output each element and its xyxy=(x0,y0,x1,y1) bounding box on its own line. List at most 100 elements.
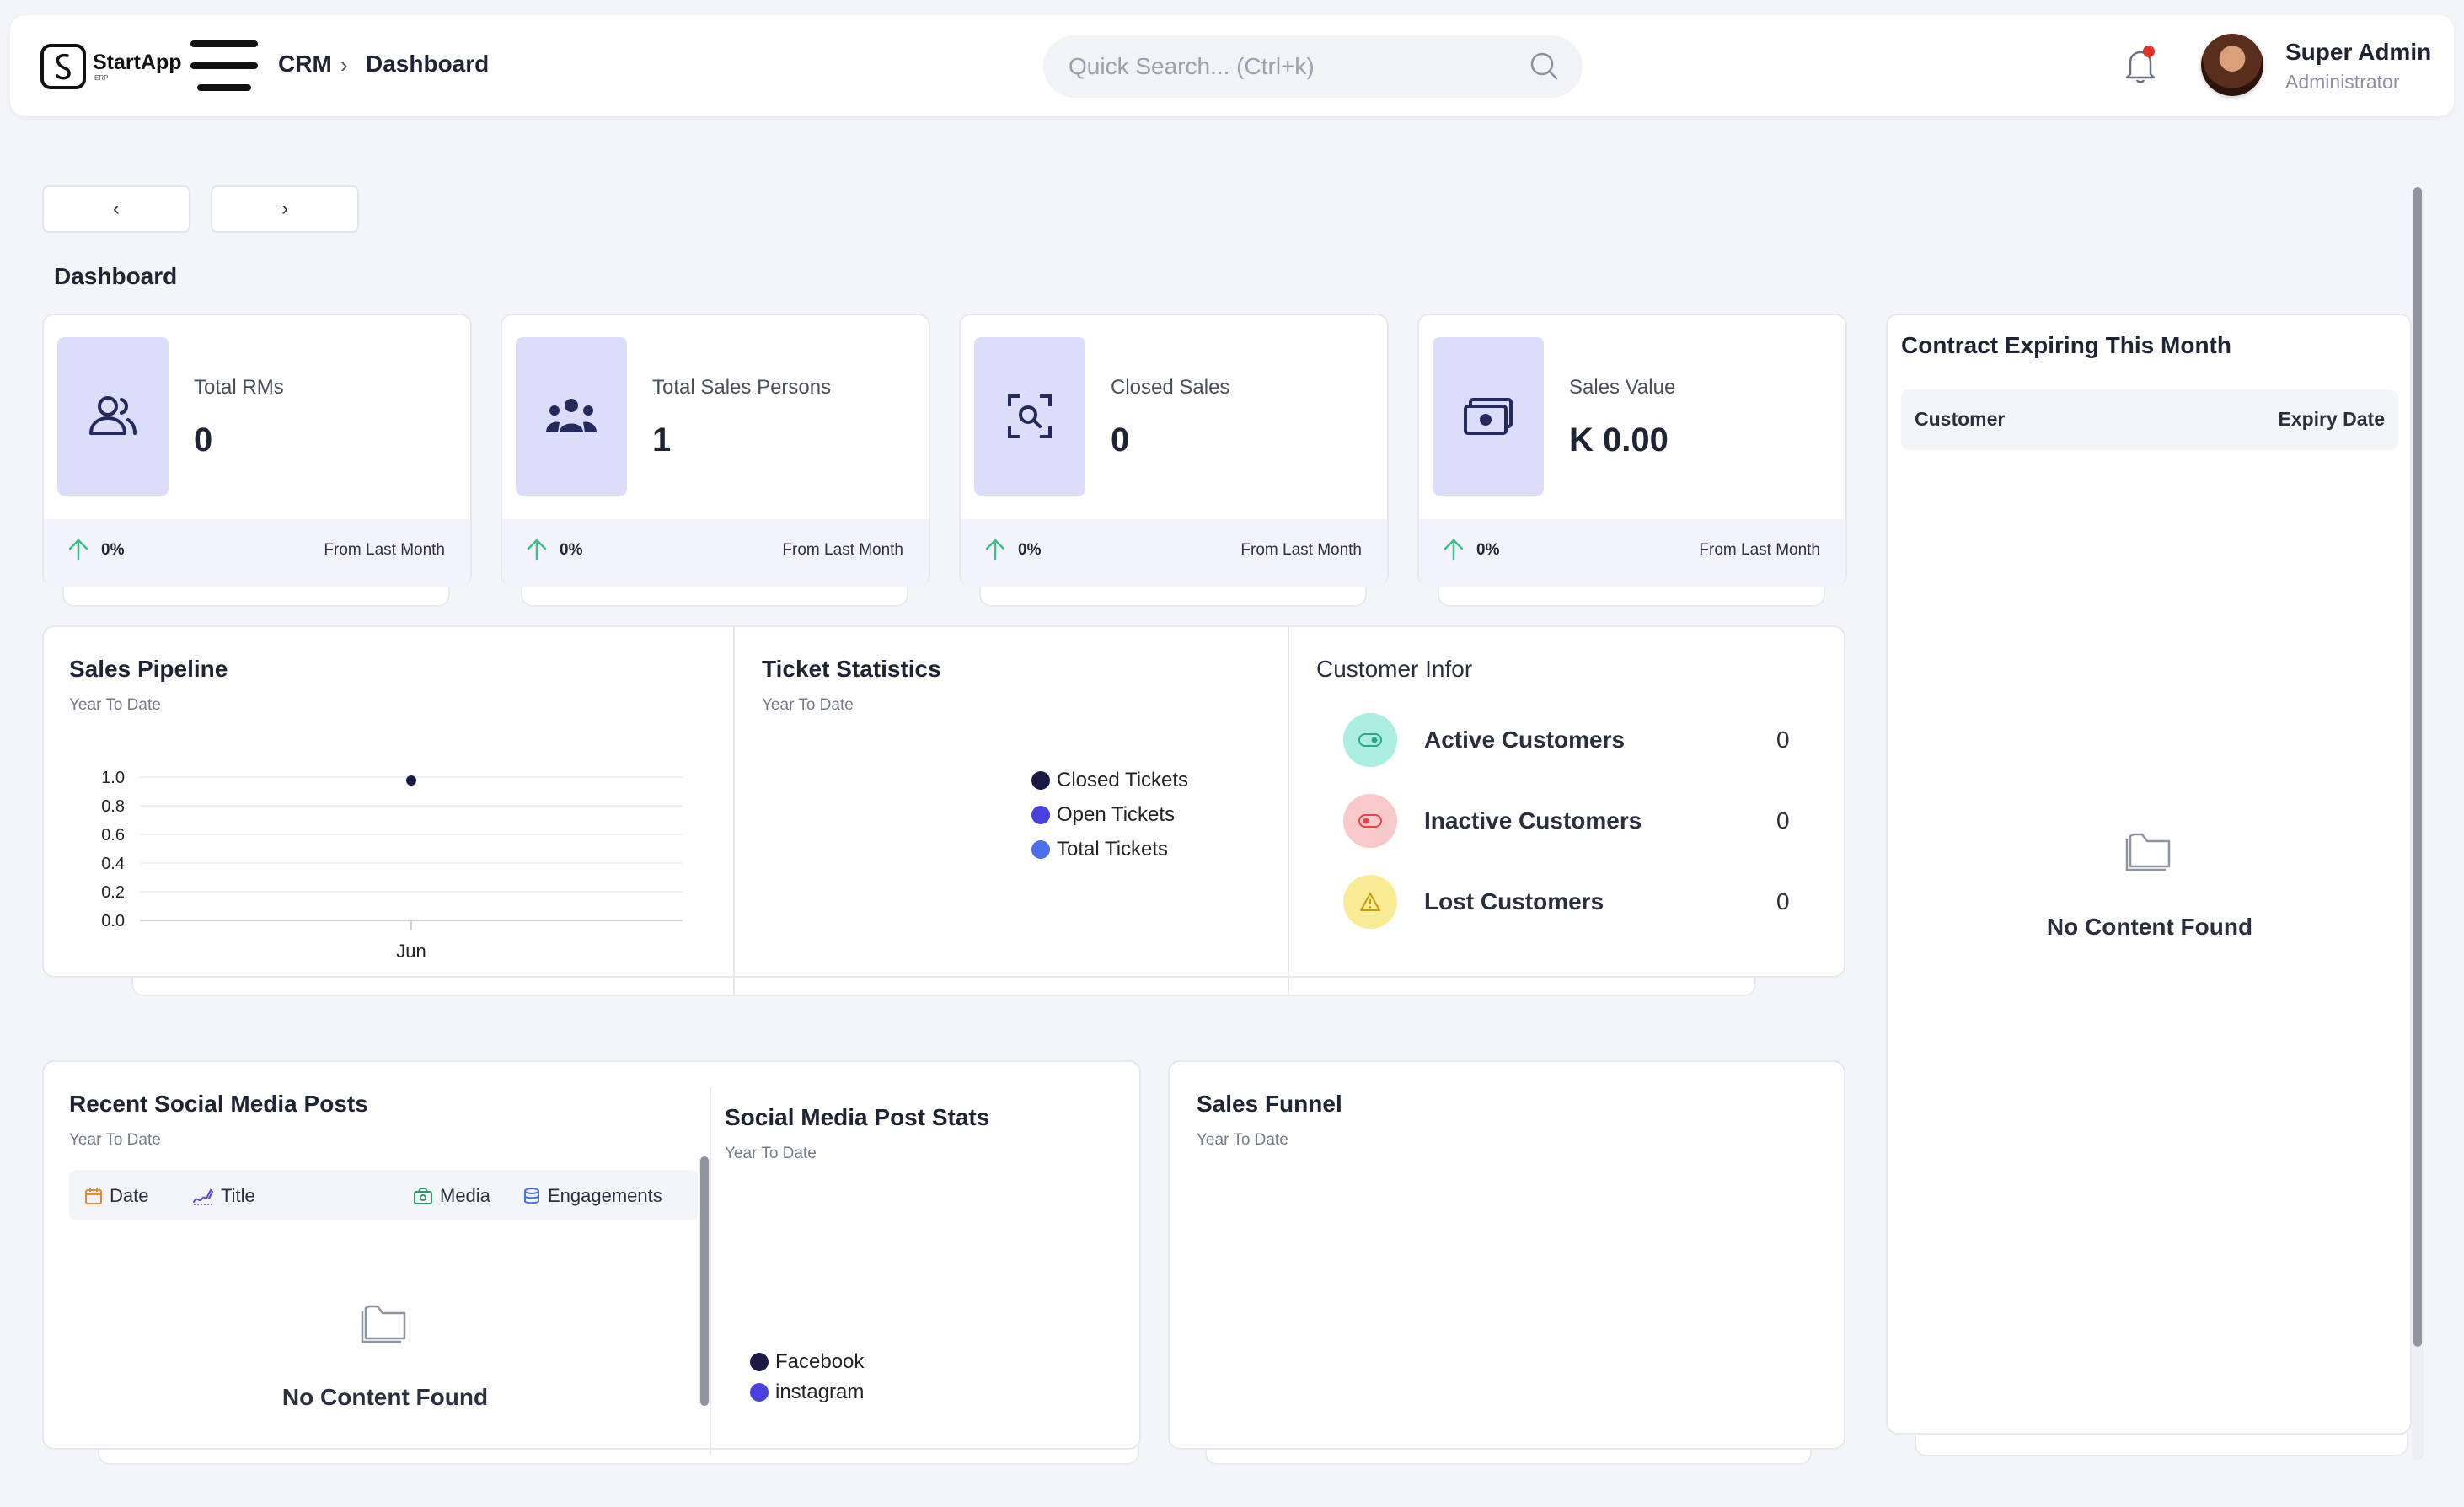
column-media[interactable]: Media xyxy=(413,1185,490,1207)
user-name[interactable]: Super Admin xyxy=(2285,39,2432,65)
users-icon xyxy=(57,337,169,496)
customer-row-count: 0 xyxy=(1776,807,1790,834)
signature-icon xyxy=(193,1188,214,1205)
legend-open-tickets[interactable]: Open Tickets xyxy=(1031,803,1175,827)
breadcrumb-crm[interactable]: CRM xyxy=(278,51,332,77)
y-tick-label: 1.0 xyxy=(101,769,125,787)
empty-folder-icon xyxy=(2125,833,2171,871)
money-icon xyxy=(1433,337,1544,496)
sales-pipeline-chart: 0.0 0.2 0.4 0.6 0.8 1.0 Jun xyxy=(101,769,683,962)
search-placeholder: Quick Search... (Ctrl+k) xyxy=(1069,53,1315,79)
customer-row-inactive: Inactive Customers 0 xyxy=(1343,794,1798,848)
column-engagements[interactable]: Engagements xyxy=(522,1185,662,1207)
column-date[interactable]: Date xyxy=(84,1185,148,1207)
divider xyxy=(710,1087,711,1455)
x-tick-label: Jun xyxy=(396,941,426,962)
stat-value: 0 xyxy=(194,421,213,459)
sales-funnel-subtitle: Year To Date xyxy=(1197,1131,1288,1149)
menu-toggle-icon[interactable] xyxy=(190,40,258,93)
stat-from-label: From Last Month xyxy=(1240,541,1362,559)
stat-from-label: From Last Month xyxy=(1699,541,1820,559)
stat-percent: 0% xyxy=(1476,541,1500,559)
toggle-on-icon xyxy=(1343,713,1397,767)
media-icon xyxy=(414,1188,432,1204)
stat-label: Sales Value xyxy=(1569,376,1676,399)
stat-card-sales-value: Sales Value K 0.00 0% From Last Month xyxy=(1417,314,1847,587)
search-icon[interactable] xyxy=(1529,51,1561,83)
arrow-up-icon xyxy=(68,539,88,560)
breadcrumb-separator-icon: › xyxy=(340,52,348,78)
sales-pipeline-subtitle: Year To Date xyxy=(69,696,161,714)
social-stats-subtitle: Year To Date xyxy=(725,1145,817,1162)
divider xyxy=(1288,627,1289,996)
stat-percent: 0% xyxy=(560,541,583,559)
contract-empty-text: No Content Found xyxy=(2046,914,2253,940)
social-media-panel xyxy=(42,1060,1141,1450)
logo-subtext: ERP xyxy=(94,74,109,82)
y-tick-label: 0.0 xyxy=(101,912,125,930)
stat-percent: 0% xyxy=(1018,541,1042,559)
sales-funnel-panel xyxy=(1168,1060,1845,1450)
arrow-up-icon xyxy=(527,539,547,560)
legend-instagram[interactable]: instagram xyxy=(750,1381,864,1404)
y-tick-label: 0.8 xyxy=(101,797,125,816)
legend-facebook[interactable]: Facebook xyxy=(750,1350,864,1374)
stat-card-total-rms: Total RMs 0 0% From Last Month xyxy=(42,314,472,587)
scrollbar-thumb[interactable] xyxy=(2413,187,2422,1347)
customer-row-count: 0 xyxy=(1776,727,1790,753)
stat-footer: 0% From Last Month xyxy=(44,519,470,587)
column-title[interactable]: Title xyxy=(192,1185,255,1207)
y-tick-label: 0.2 xyxy=(101,883,125,902)
posts-empty-text: No Content Found xyxy=(281,1384,489,1410)
customer-row-active: Active Customers 0 xyxy=(1343,713,1798,767)
team-icon xyxy=(516,337,627,496)
toggle-off-icon xyxy=(1343,794,1397,848)
stat-value: K 0.00 xyxy=(1569,421,1669,459)
data-point[interactable] xyxy=(406,775,416,786)
stat-from-label: From Last Month xyxy=(324,541,445,559)
scan-search-icon xyxy=(974,337,1085,496)
stat-footer: 0% From Last Month xyxy=(502,519,929,587)
stat-from-label: From Last Month xyxy=(782,541,903,559)
stat-label: Closed Sales xyxy=(1111,376,1230,399)
notification-dot xyxy=(2143,46,2155,57)
logo-icon[interactable] xyxy=(40,44,86,89)
customer-row-count: 0 xyxy=(1776,888,1790,914)
posts-scrollbar-thumb[interactable] xyxy=(700,1156,709,1406)
breadcrumb-dashboard: Dashboard xyxy=(366,51,490,77)
column-expiry-date[interactable]: Expiry Date xyxy=(2278,408,2385,430)
sales-funnel-title: Sales Funnel xyxy=(1197,1091,1342,1117)
divider xyxy=(733,627,735,996)
empty-folder-icon xyxy=(361,1305,406,1343)
bell-icon[interactable] xyxy=(2124,47,2157,84)
y-tick-label: 0.6 xyxy=(101,826,125,845)
legend-total-tickets[interactable]: Total Tickets xyxy=(1031,838,1168,861)
middle-panel xyxy=(42,625,1845,978)
column-customer[interactable]: Customer xyxy=(1915,408,2006,430)
avatar[interactable] xyxy=(2201,34,2263,96)
stat-value: 0 xyxy=(1111,421,1130,459)
search-input[interactable]: Quick Search... (Ctrl+k) xyxy=(1043,35,1583,98)
stat-footer: 0% From Last Month xyxy=(1419,519,1845,587)
legend-closed-tickets[interactable]: Closed Tickets xyxy=(1031,769,1188,792)
panel-shadow xyxy=(98,1446,1139,1465)
warning-icon xyxy=(1343,875,1397,929)
arrow-up-icon xyxy=(985,539,1005,560)
contract-table-header: Customer Expiry Date xyxy=(1901,389,2398,450)
prev-button[interactable]: ‹ xyxy=(42,185,190,233)
stat-card-closed-sales: Closed Sales 0 0% From Last Month xyxy=(959,314,1389,587)
customer-row-label: Inactive Customers xyxy=(1424,807,1642,834)
next-button[interactable]: › xyxy=(211,185,359,233)
stat-percent: 0% xyxy=(101,541,125,559)
sales-pipeline-title: Sales Pipeline xyxy=(69,656,228,682)
customer-info-title: Customer Infor xyxy=(1316,656,1473,682)
contract-panel xyxy=(1886,314,2412,1435)
customer-row-label: Lost Customers xyxy=(1424,888,1604,914)
arrow-up-icon xyxy=(1444,539,1464,560)
user-role: Administrator xyxy=(2285,71,2400,93)
database-icon xyxy=(524,1188,539,1204)
ticket-statistics-title: Ticket Statistics xyxy=(762,656,941,682)
recent-posts-subtitle: Year To Date xyxy=(69,1131,161,1149)
panel-shadow xyxy=(1915,1433,2408,1456)
stat-card-total-sales-persons: Total Sales Persons 1 0% From Last Month xyxy=(501,314,930,587)
